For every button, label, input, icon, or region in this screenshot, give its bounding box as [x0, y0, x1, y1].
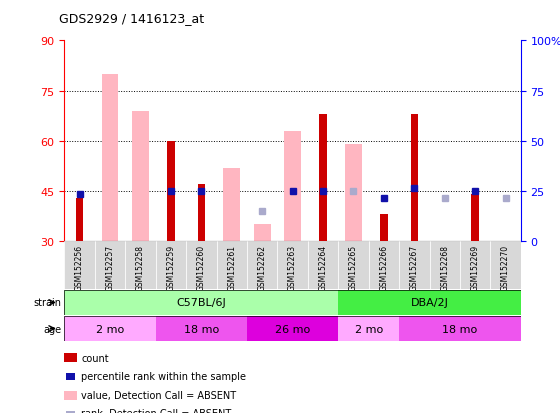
Text: GSM152263: GSM152263: [288, 244, 297, 290]
Text: GSM152268: GSM152268: [440, 244, 449, 290]
Bar: [472, 195, 479, 242]
Text: 2 mo: 2 mo: [96, 324, 124, 334]
Bar: [132, 112, 149, 242]
Bar: [399, 242, 430, 289]
Bar: [338, 242, 368, 289]
Bar: [284, 131, 301, 242]
Bar: [380, 215, 388, 242]
Bar: [430, 242, 460, 289]
Bar: [277, 242, 308, 289]
Text: GSM152260: GSM152260: [197, 244, 206, 290]
Bar: [308, 242, 338, 289]
Bar: [247, 316, 338, 341]
Bar: [64, 290, 338, 315]
Bar: [217, 242, 247, 289]
Bar: [102, 75, 118, 242]
Text: value, Detection Call = ABSENT: value, Detection Call = ABSENT: [81, 390, 236, 400]
Bar: [460, 242, 491, 289]
Text: GSM152257: GSM152257: [105, 244, 115, 290]
Text: 26 mo: 26 mo: [275, 324, 310, 334]
Text: GSM152269: GSM152269: [470, 244, 480, 290]
Text: age: age: [44, 324, 62, 334]
Bar: [247, 242, 277, 289]
Text: GSM152265: GSM152265: [349, 244, 358, 290]
Text: DBA/2J: DBA/2J: [410, 298, 449, 308]
Text: C57BL/6J: C57BL/6J: [176, 298, 226, 308]
Bar: [338, 290, 521, 315]
Text: GSM152264: GSM152264: [319, 244, 328, 290]
Text: GDS2929 / 1416123_at: GDS2929 / 1416123_at: [59, 12, 204, 25]
Bar: [64, 242, 95, 289]
Text: GSM152258: GSM152258: [136, 244, 145, 290]
Text: 18 mo: 18 mo: [442, 324, 478, 334]
Text: 2 mo: 2 mo: [354, 324, 383, 334]
Bar: [345, 145, 362, 242]
Bar: [491, 242, 521, 289]
Bar: [410, 115, 418, 242]
Text: GSM152256: GSM152256: [75, 244, 84, 290]
Bar: [76, 198, 83, 242]
Bar: [167, 141, 175, 242]
Text: GSM152266: GSM152266: [379, 244, 389, 290]
Text: count: count: [81, 353, 109, 363]
Bar: [368, 242, 399, 289]
Bar: [125, 242, 156, 289]
Bar: [223, 168, 240, 242]
Text: GSM152261: GSM152261: [227, 244, 236, 290]
Text: GSM152262: GSM152262: [258, 244, 267, 290]
Bar: [186, 242, 217, 289]
Text: GSM152259: GSM152259: [166, 244, 175, 290]
Bar: [319, 115, 327, 242]
Bar: [198, 185, 205, 242]
Text: strain: strain: [34, 298, 62, 308]
Bar: [338, 316, 399, 341]
Bar: [254, 225, 270, 242]
Bar: [64, 316, 156, 341]
Bar: [156, 242, 186, 289]
Bar: [95, 242, 125, 289]
Bar: [399, 316, 521, 341]
Text: rank, Detection Call = ABSENT: rank, Detection Call = ABSENT: [81, 408, 231, 413]
Text: 18 mo: 18 mo: [184, 324, 219, 334]
Bar: [156, 316, 247, 341]
Text: GSM152267: GSM152267: [410, 244, 419, 290]
Text: percentile rank within the sample: percentile rank within the sample: [81, 371, 246, 381]
Text: GSM152270: GSM152270: [501, 244, 510, 290]
